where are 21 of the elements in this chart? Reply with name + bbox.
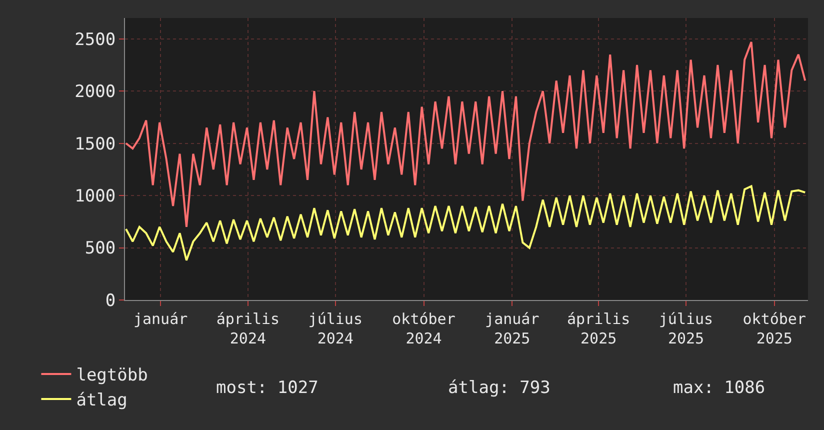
x-tick-label: január — [133, 310, 188, 328]
y-tick-label: 2500 — [74, 30, 116, 50]
x-tick-label: április 2024 — [216, 310, 280, 348]
x-tick-label: január 2025 — [485, 310, 540, 348]
legend-label: legtöbb — [76, 366, 148, 386]
x-tick-label: július 2025 — [658, 310, 714, 348]
y-tick-label: 0 — [105, 290, 116, 311]
line-series — [125, 185, 806, 262]
y-tick-label: 2000 — [74, 82, 116, 102]
y-tick-label: 1000 — [74, 186, 116, 207]
text: max: 1086 — [673, 378, 766, 398]
legend-label: átlag — [76, 390, 128, 411]
x-tick-label: október 2024 — [392, 310, 456, 348]
y-tick-label: 1500 — [74, 134, 116, 154]
text: átlag: 793 — [448, 378, 550, 398]
x-tick-label: július 2024 — [308, 310, 362, 348]
y-tick-label: 500 — [84, 238, 116, 259]
text: most: 1027 — [216, 378, 318, 398]
line-series — [125, 41, 806, 228]
x-tick-label: április 2025 — [566, 310, 630, 348]
x-tick-label: október 2025 — [742, 310, 806, 348]
